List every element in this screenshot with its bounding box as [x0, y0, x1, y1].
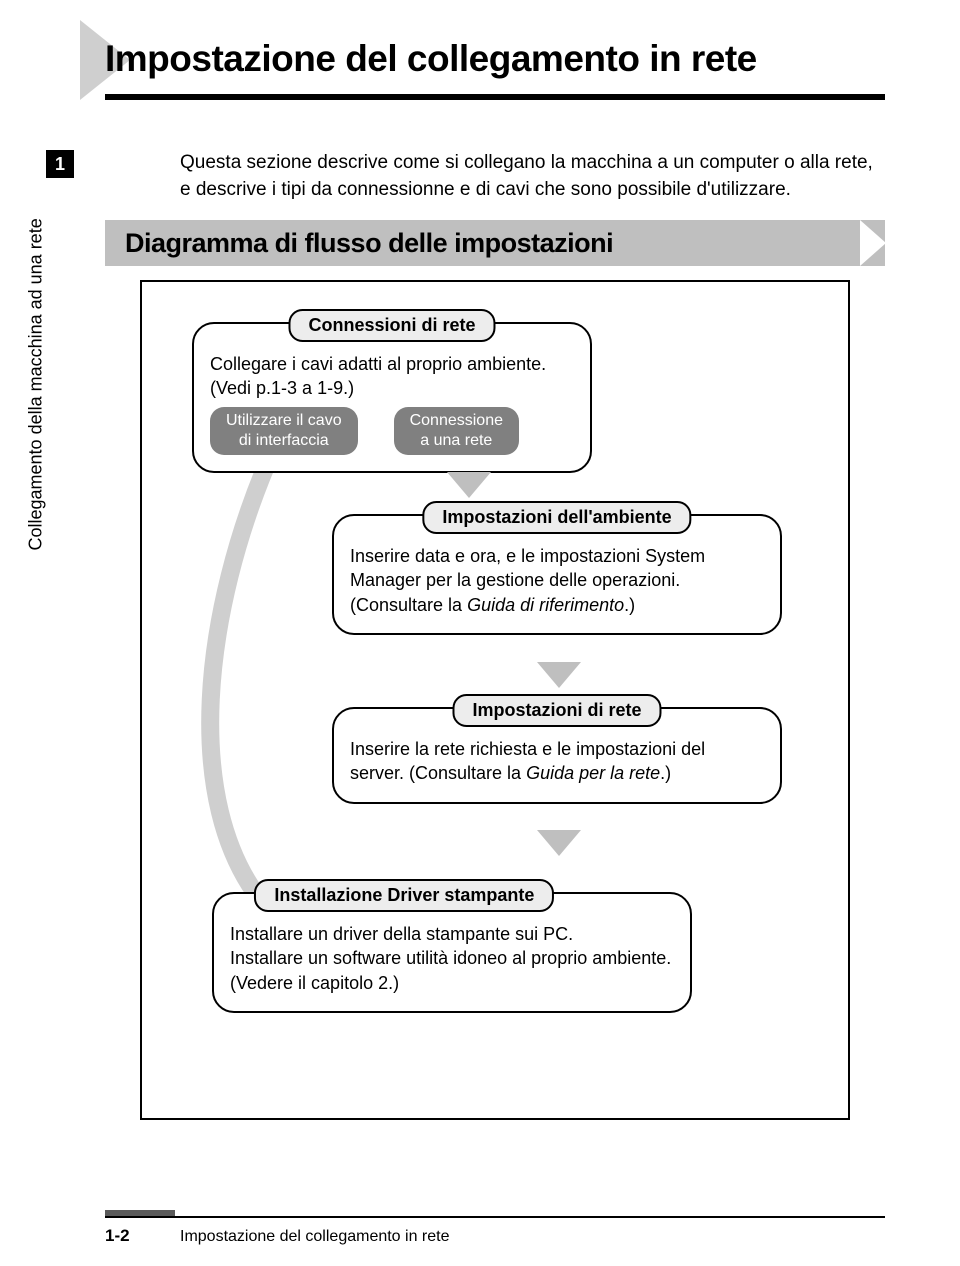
- sidebar-vertical-label: Collegamento della macchina ad una rete: [26, 218, 47, 550]
- flowchart-container: Connessioni di rete Collegare i cavi ada…: [140, 280, 850, 1120]
- arrow-down-icon: [447, 472, 491, 502]
- pill-rete: Connessione a una rete: [394, 407, 519, 455]
- chapter-badge: 1: [46, 150, 74, 178]
- flow-step2-body2a: (Consultare la: [350, 595, 467, 615]
- flow-step2-body2b: Guida di riferimento: [467, 595, 624, 615]
- banner-arrow-icon: [860, 220, 890, 266]
- section-banner: Diagramma di flusso delle impostazioni: [105, 220, 885, 266]
- flow-step2-title: Impostazioni dell'ambiente: [422, 501, 691, 534]
- flow-step-connessioni: Connessioni di rete Collegare i cavi ada…: [192, 322, 592, 473]
- page-title: Impostazione del collegamento in rete: [105, 38, 757, 80]
- arrow-down-icon: [537, 830, 581, 860]
- flow-step3-title: Impostazioni di rete: [452, 694, 661, 727]
- footer-rule: [105, 1216, 885, 1218]
- intro-paragraph: Questa sezione descrive come si collegan…: [180, 150, 880, 203]
- flow-step-ambiente: Impostazioni dell'ambiente Inserire data…: [332, 514, 782, 635]
- footer-label: Impostazione del collegamento in rete: [180, 1228, 450, 1246]
- flow-step2-body2c: .): [624, 595, 635, 615]
- title-underline: [105, 94, 885, 100]
- section-banner-label: Diagramma di flusso delle impostazioni: [125, 228, 613, 259]
- flow-step4-title: Installazione Driver stampante: [254, 879, 554, 912]
- flow-step3-body1c: .): [660, 763, 671, 783]
- pill-interfaccia: Utilizzare il cavo di interfaccia: [210, 407, 358, 455]
- flow-step3-body1b: Guida per la rete: [526, 763, 660, 783]
- flow-step4-body1: Installare un driver della stampante sui…: [230, 922, 674, 946]
- footer-page-number: 1-2: [105, 1226, 130, 1246]
- arrow-down-icon: [537, 662, 581, 692]
- flow-step-rete: Impostazioni di rete Inserire la rete ri…: [332, 707, 782, 804]
- flow-step1-body-line2: (Vedi p.1-3 a 1-9.): [210, 376, 574, 400]
- flow-step1-body-line1: Collegare i cavi adatti al proprio ambie…: [210, 352, 574, 376]
- flow-step2-body1: Inserire data e ora, e le impostazioni S…: [350, 546, 705, 590]
- flow-step-driver: Installazione Driver stampante Installar…: [212, 892, 692, 1013]
- flow-step4-body2: Installare un software utilità idoneo al…: [230, 946, 674, 995]
- flow-step1-title: Connessioni di rete: [288, 309, 495, 342]
